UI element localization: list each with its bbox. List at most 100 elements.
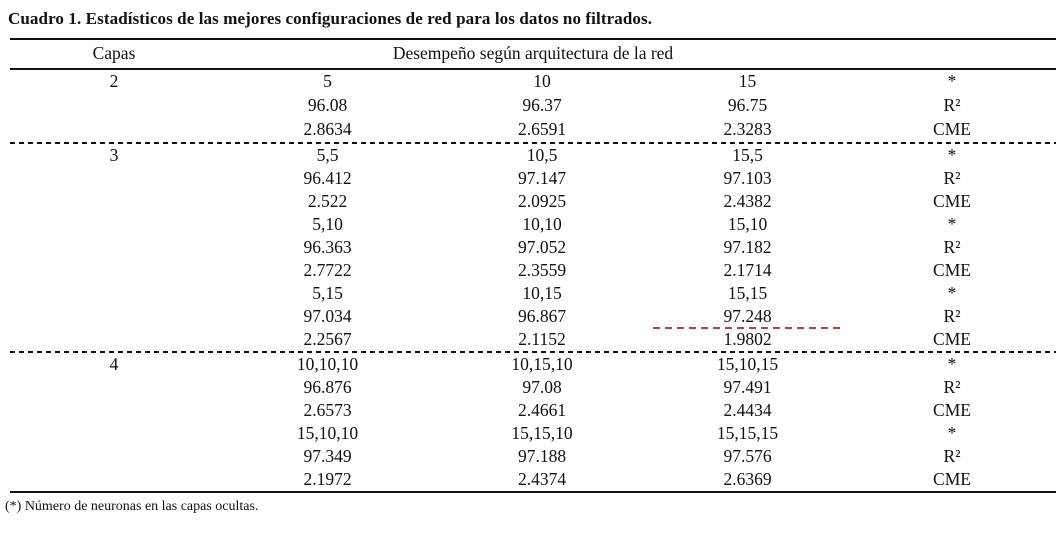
table-cell-value: 97.248 bbox=[723, 305, 772, 326]
table-cell: 15,10 bbox=[727, 213, 768, 234]
table-cell: 15 bbox=[738, 71, 757, 92]
table-cell: 2.3559 bbox=[517, 259, 567, 280]
table-cell: 1.9802 bbox=[723, 328, 772, 349]
table-cell: 5,15 bbox=[312, 282, 343, 303]
stat-label: CME bbox=[933, 399, 971, 420]
capas-cell: 3 bbox=[109, 144, 119, 165]
table-cell: 97.248 bbox=[647, 305, 848, 330]
header-row: Capas Desempeño según arquitectura de la… bbox=[10, 40, 1056, 68]
table-cell: 15,15,15 bbox=[716, 422, 779, 443]
stat-label: R² bbox=[943, 236, 961, 257]
stat-label: CME bbox=[933, 259, 971, 280]
table-row: 2.2567 2.1152 1.9802 CME bbox=[10, 328, 1056, 351]
table-cell: 2.2567 bbox=[303, 328, 352, 349]
table-cell: 10 bbox=[533, 71, 551, 92]
table-cell: 2.7722 bbox=[303, 259, 352, 280]
table-cell: 10,5 bbox=[526, 144, 558, 165]
table-cell: 2.522 bbox=[307, 190, 348, 211]
stat-label: CME bbox=[933, 468, 971, 489]
table-cell: 97.08 bbox=[522, 376, 562, 397]
top-rule bbox=[10, 38, 1056, 40]
table-cell: 10,15 bbox=[522, 282, 562, 303]
stat-label: R² bbox=[943, 376, 961, 397]
stat-label: * bbox=[947, 71, 957, 92]
capas-cell: 2 bbox=[109, 71, 119, 92]
stat-label: R² bbox=[943, 445, 961, 466]
table-cell: 96.876 bbox=[303, 376, 352, 397]
stat-label: * bbox=[947, 282, 957, 303]
stat-label: CME bbox=[933, 190, 971, 211]
table-row: 3 5,5 10,5 15,5 * bbox=[10, 144, 1056, 167]
table-row: 2.8634 2.6591 2.3283 CME bbox=[10, 118, 1056, 142]
table-cell: 2.1972 bbox=[303, 468, 352, 489]
section-separator-dashed bbox=[10, 142, 1056, 144]
table-row: 4 10,10,10 10,15,10 15,10,15 * bbox=[10, 353, 1056, 376]
table-cell: 2.6369 bbox=[723, 468, 772, 489]
table-cell: 10,15,10 bbox=[511, 353, 573, 374]
table-cell: 96.412 bbox=[303, 167, 352, 188]
table-cell: 2.4661 bbox=[517, 399, 567, 420]
stat-label: * bbox=[947, 353, 957, 374]
table-cell: 5 bbox=[323, 71, 332, 92]
table-cell: 97.147 bbox=[517, 167, 567, 188]
table-cell: 10,10 bbox=[522, 213, 562, 234]
table-cell: 2.3283 bbox=[723, 119, 772, 140]
table-row: 2.1972 2.4374 2.6369 CME bbox=[10, 468, 1056, 491]
table-row: 5,10 10,10 15,10 * bbox=[10, 213, 1056, 236]
table-cell: 5,10 bbox=[312, 213, 343, 234]
table-row: 2 5 10 15 * bbox=[10, 70, 1056, 94]
table-row: 96.876 97.08 97.491 R² bbox=[10, 376, 1056, 399]
table-cell: 15,15 bbox=[727, 282, 768, 303]
table-cell: 97.349 bbox=[303, 445, 352, 466]
table-cell: 97.103 bbox=[723, 167, 772, 188]
stat-label: * bbox=[947, 422, 957, 443]
table-cell: 97.576 bbox=[723, 445, 772, 466]
table-cell: 2.4382 bbox=[723, 190, 772, 211]
table-cell: 10,10,10 bbox=[296, 353, 359, 374]
stat-label: R² bbox=[943, 305, 961, 326]
table-cell: 2.6573 bbox=[303, 399, 352, 420]
table-cell: 96.08 bbox=[307, 95, 348, 116]
header-capas: Capas bbox=[92, 43, 136, 64]
table-row: 2.522 2.0925 2.4382 CME bbox=[10, 190, 1056, 213]
table-row: 2.6573 2.4661 2.4434 CME bbox=[10, 399, 1056, 422]
table-cell: 15,15,10 bbox=[511, 422, 573, 443]
table-cell: 96.75 bbox=[727, 95, 768, 116]
table-row: 2.7722 2.3559 2.1714 CME bbox=[10, 259, 1056, 282]
table-row: 97.034 96.867 97.248 R² bbox=[10, 305, 1056, 330]
stat-label: CME bbox=[933, 119, 971, 140]
table-cell: 2.8634 bbox=[303, 119, 352, 140]
table-row: 96.08 96.37 96.75 R² bbox=[10, 94, 1056, 118]
capas-cell: 4 bbox=[109, 353, 119, 374]
header-rule bbox=[10, 68, 1056, 70]
section-separator-dashed bbox=[10, 351, 1056, 353]
table-cell: 15,5 bbox=[732, 144, 763, 165]
table-row: 5,15 10,15 15,15 * bbox=[10, 282, 1056, 305]
table-row: 15,10,10 15,15,10 15,15,15 * bbox=[10, 422, 1056, 445]
stat-label: R² bbox=[943, 167, 961, 188]
table-cell: 96.363 bbox=[303, 236, 352, 257]
table-row: 96.363 97.052 97.182 R² bbox=[10, 236, 1056, 259]
table-cell: 2.4374 bbox=[517, 468, 567, 489]
table-cell: 15,10,15 bbox=[716, 353, 779, 374]
table-cell: 5,5 bbox=[316, 144, 339, 165]
table-cell: 96.37 bbox=[522, 95, 562, 116]
table-cell: 2.4434 bbox=[723, 399, 772, 420]
table-title: Cuadro 1. Estadísticos de las mejores co… bbox=[8, 9, 653, 28]
table-cell: 2.0925 bbox=[517, 190, 567, 211]
table-cell: 2.1714 bbox=[723, 259, 772, 280]
stat-label: R² bbox=[943, 95, 961, 116]
table-cell: 97.188 bbox=[517, 445, 567, 466]
table-cell: 96.867 bbox=[517, 305, 567, 326]
table-row: 97.349 97.188 97.576 R² bbox=[10, 445, 1056, 468]
stat-label: * bbox=[947, 213, 957, 234]
red-dashed-annotation-line bbox=[652, 327, 843, 330]
stat-label: CME bbox=[933, 328, 971, 349]
table-cell: 97.034 bbox=[303, 305, 352, 326]
table-cell: 15,10,10 bbox=[296, 422, 359, 443]
table-cell: 2.6591 bbox=[517, 119, 567, 140]
table-cell: 2.1152 bbox=[518, 328, 566, 349]
table-cell: 97.052 bbox=[517, 236, 567, 257]
header-desempeno: Desempeño según arquitectura de la red bbox=[392, 43, 674, 64]
statistics-table: Capas Desempeño según arquitectura de la… bbox=[10, 38, 1056, 493]
